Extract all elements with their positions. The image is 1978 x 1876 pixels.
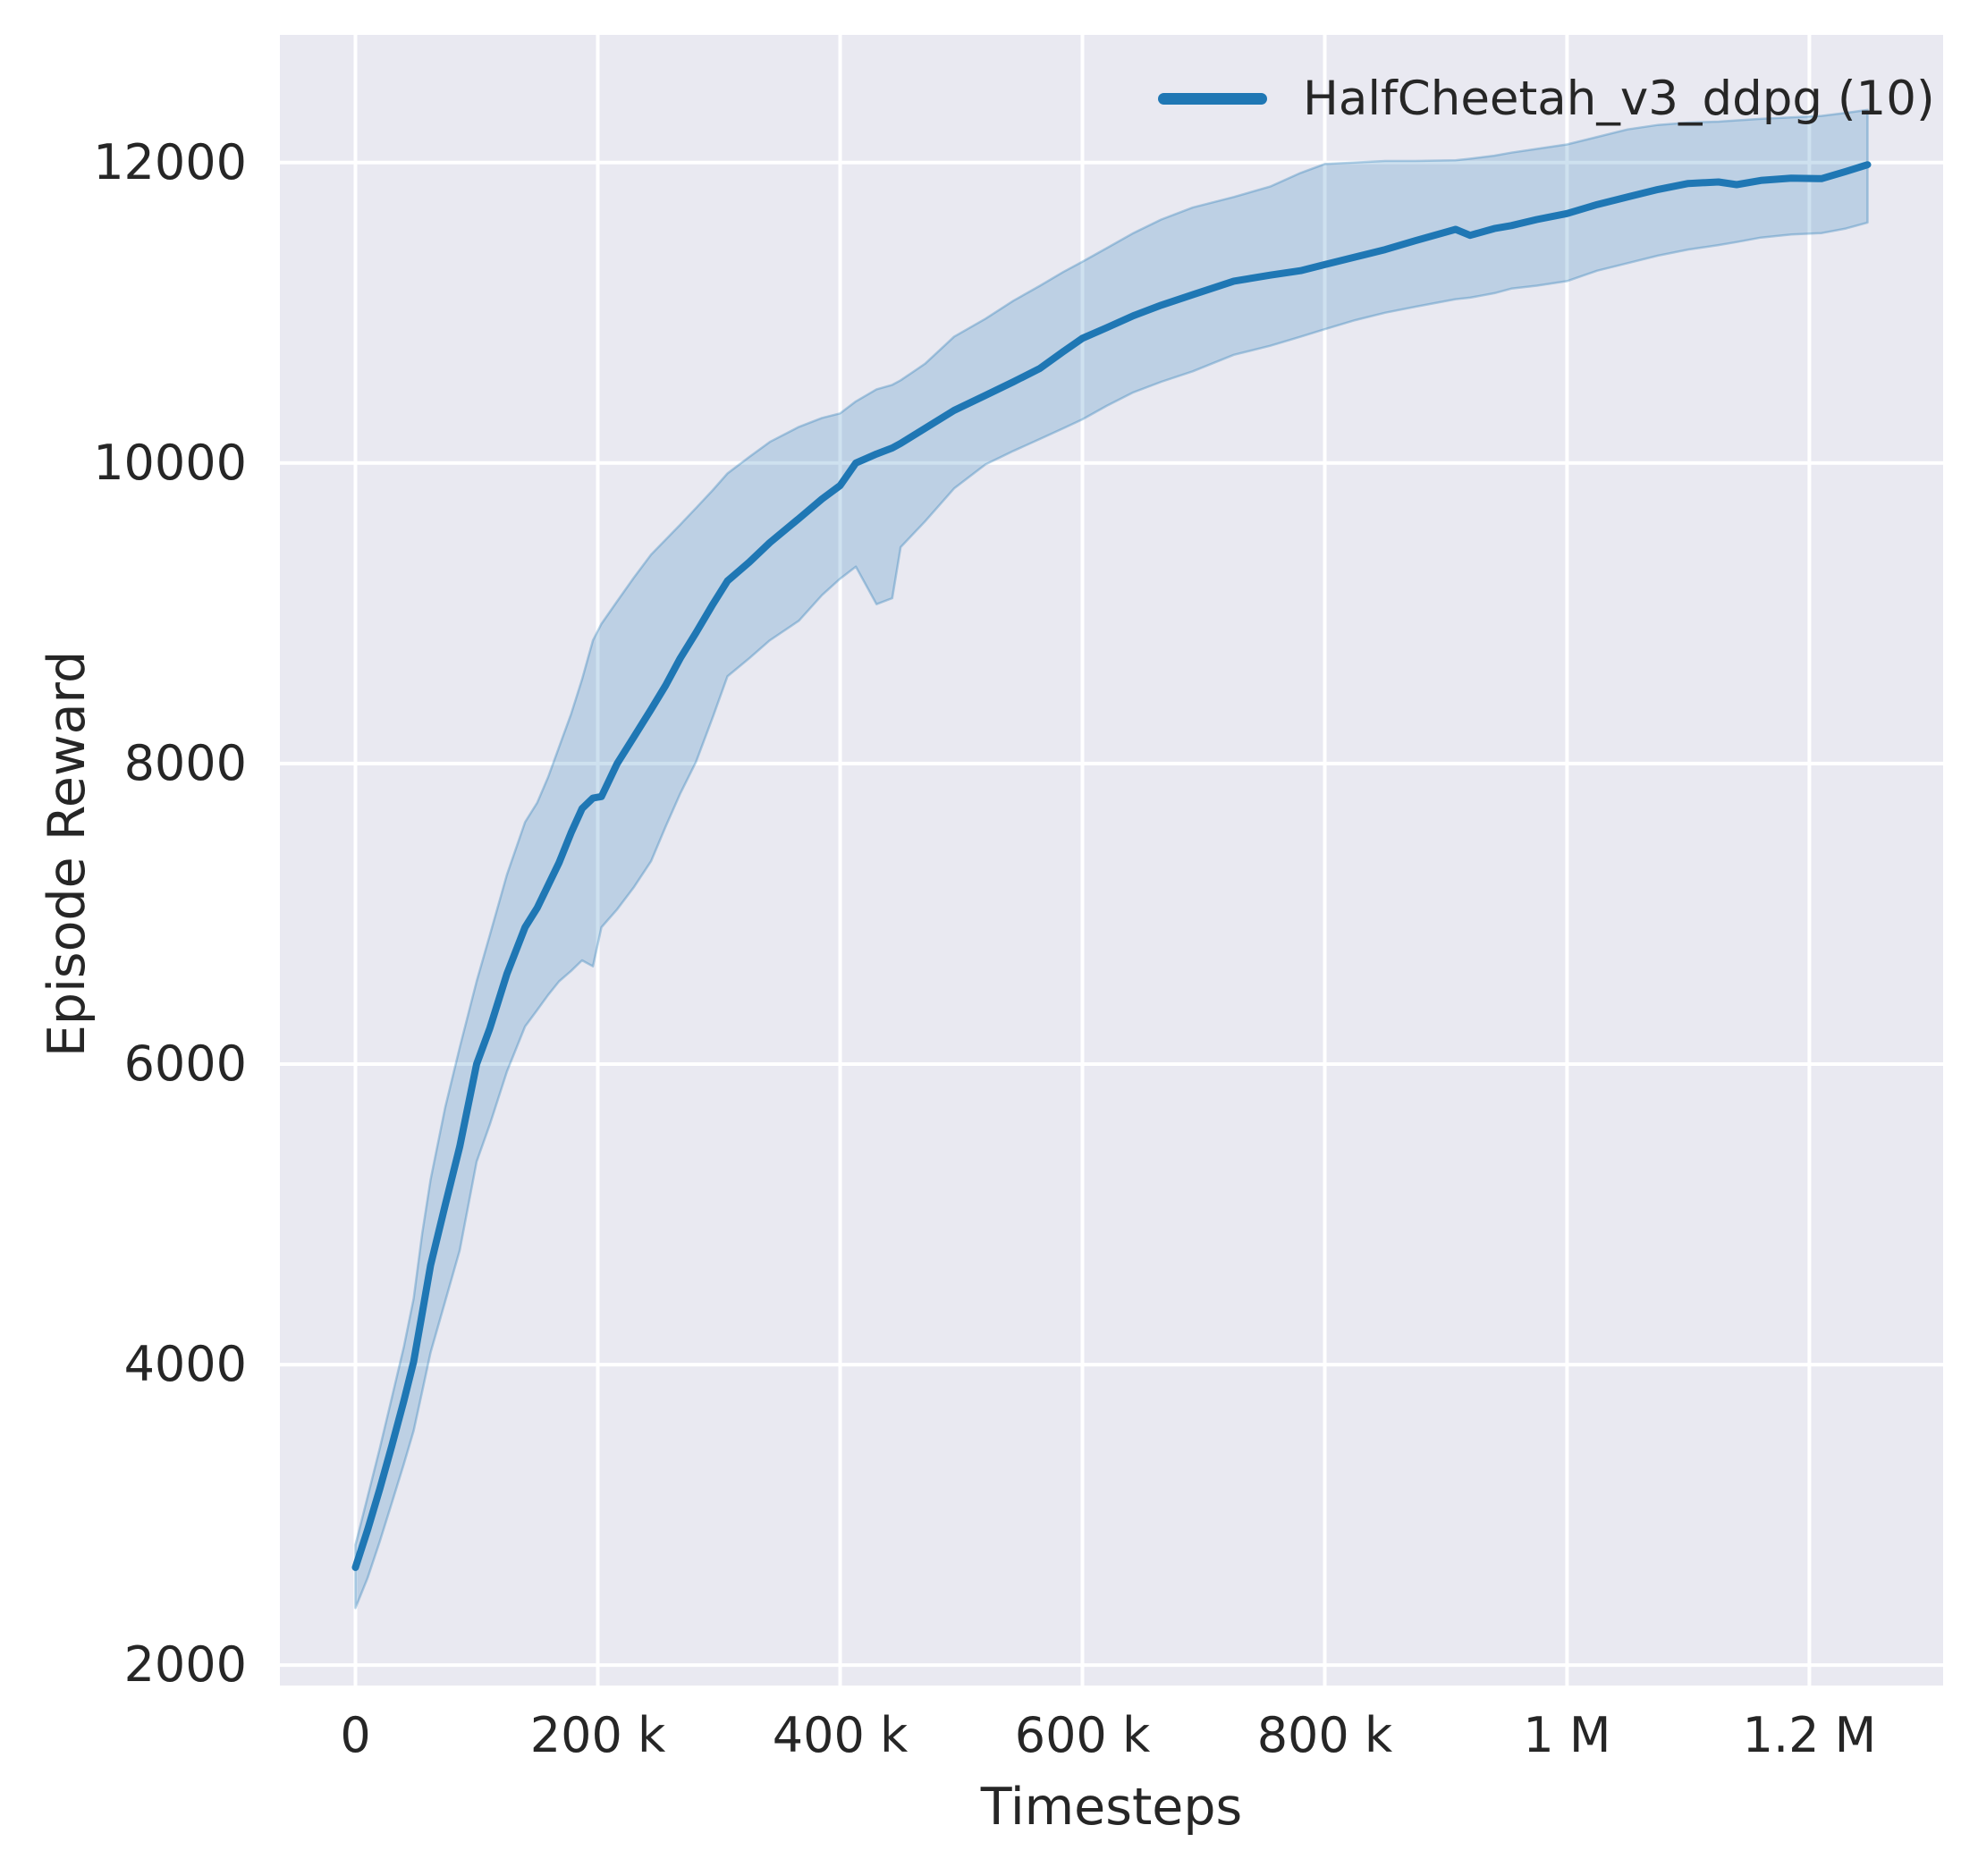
confidence-band: [354, 108, 1869, 1610]
plot-area: HalfCheetah_v3_ddpg (10): [280, 35, 1943, 1686]
legend-label: HalfCheetah_v3_ddpg (10): [1303, 71, 1935, 126]
y-tick-label: 2000: [123, 1636, 247, 1694]
legend-line-swatch: [1158, 92, 1267, 105]
x-tick-label: 1 M: [1523, 1707, 1611, 1763]
x-tick-label: 400 k: [772, 1707, 909, 1763]
y-tick-label: 12000: [93, 133, 247, 190]
y-tick-label: 10000: [93, 434, 247, 491]
y-tick-label: 6000: [123, 1035, 247, 1092]
y-axis-title: Episode Reward: [38, 650, 97, 1058]
x-tick-label: 800 k: [1256, 1707, 1393, 1763]
x-tick-label: 200 k: [529, 1707, 666, 1763]
mean-line: [351, 161, 1872, 1571]
y-tick-label: 4000: [123, 1336, 247, 1393]
y-tick-label: 8000: [123, 734, 247, 791]
x-tick-label: 1.2 M: [1742, 1707, 1877, 1763]
chart-canvas: [280, 35, 1943, 1686]
x-axis-title: Timesteps: [980, 1778, 1243, 1837]
x-tick-label: 0: [340, 1707, 371, 1763]
x-tick-label: 600 k: [1014, 1707, 1151, 1763]
legend: HalfCheetah_v3_ddpg (10): [1158, 67, 1935, 130]
